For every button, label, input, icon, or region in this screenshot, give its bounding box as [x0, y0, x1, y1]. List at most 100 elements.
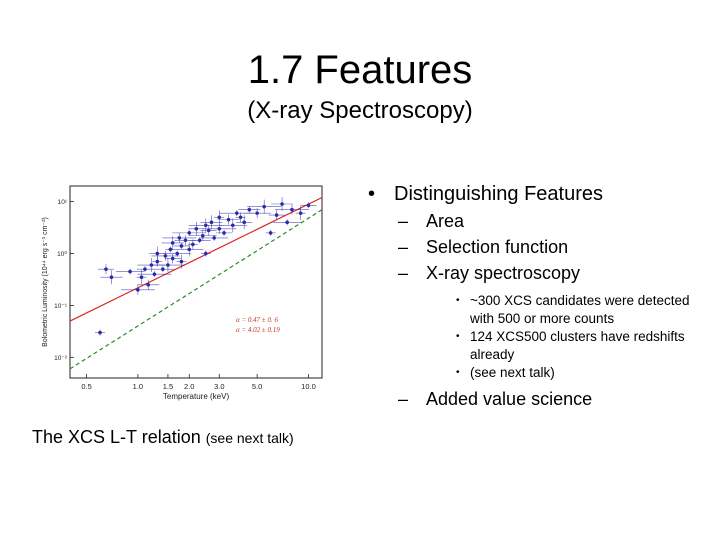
y-tick-label: 10⁻²: [54, 355, 68, 362]
data-point: [109, 275, 114, 279]
data-point: [247, 207, 252, 212]
data-point: [230, 223, 235, 228]
dash-glyph: –: [398, 263, 409, 283]
data-point: [146, 282, 151, 287]
data-point: [242, 220, 247, 225]
data-point: [128, 269, 132, 274]
bullet-main: • Distinguishing Features: [368, 180, 713, 208]
data-point: [217, 215, 222, 220]
data-point: [179, 244, 184, 248]
caption-note: (see next talk): [205, 430, 294, 446]
data-point: [161, 267, 165, 271]
sub-bullet-list: • ~300 XCS candidates were detected with…: [456, 292, 713, 382]
data-point: [187, 231, 192, 235]
data-point: [203, 223, 208, 228]
data-point: [217, 226, 222, 231]
fit-annotation: α = 4.02 ± 0.19: [236, 326, 280, 334]
bullet-item-added-value: – Added value science: [398, 386, 713, 412]
data-point: [170, 241, 175, 245]
plot-caption: The XCS L-T relation (see next talk): [32, 426, 294, 449]
x-tick-label: 1.5: [163, 382, 173, 391]
data-point: [238, 215, 243, 220]
fit-line-dashed: [69, 209, 323, 370]
bullet-glyph: •: [456, 331, 460, 342]
data-point: [168, 247, 173, 252]
bullet-glyph: •: [456, 295, 460, 306]
data-point: [104, 267, 108, 271]
bullet-glyph: •: [456, 367, 460, 378]
data-point: [175, 251, 180, 256]
data-point: [262, 204, 266, 209]
data-point: [155, 259, 160, 264]
data-point: [163, 254, 168, 258]
data-point: [203, 251, 208, 256]
data-point: [274, 213, 279, 217]
sub-bullet: • (see next talk): [456, 364, 713, 382]
data-point: [136, 288, 140, 292]
y-axis-label: Bolometric Luminosity (10⁴⁴ erg s⁻¹ cm⁻²…: [42, 217, 49, 347]
x-tick-label: 10.0: [301, 382, 316, 391]
y-tick-label: 10⁰: [57, 250, 67, 258]
bullet-item-text: Area: [426, 211, 465, 231]
fit-line-solid: [69, 196, 323, 322]
data-point: [235, 211, 239, 215]
data-point: [285, 220, 289, 225]
chart-svg: 0.5 1.0 1.5 2.0 3.0 5.0 10.0 10⁻² 10⁻¹ 10⁰ 10¹ Temp…: [42, 185, 323, 401]
data-point: [290, 207, 294, 212]
data-point: [212, 236, 216, 240]
data-point: [255, 211, 259, 215]
data-point: [155, 251, 160, 256]
bullet-item-text: X-ray spectroscopy: [426, 263, 581, 283]
data-point: [170, 256, 175, 261]
caption-main: The XCS L-T relation: [32, 427, 201, 447]
dash-glyph: –: [398, 211, 409, 231]
x-tick-label: 0.5: [81, 382, 91, 391]
data-point: [98, 330, 102, 335]
lt-relation-plot: 0.5 1.0 1.5 2.0 3.0 5.0 10.0 10⁻² 10⁻¹ 10⁰ 10¹ Temp…: [38, 182, 328, 412]
bullet-item-spectroscopy: – X-ray spectroscopy: [398, 260, 713, 286]
bullet-item-text: Selection function: [426, 237, 569, 257]
x-tick-label: 3.0: [214, 382, 224, 391]
sub-bullet-text: ~300 XCS candidates were detected with 5…: [470, 293, 690, 326]
sub-bullet-text: 124 XCS500 clusters have redshifts alrea…: [470, 329, 685, 362]
data-point: [268, 231, 273, 235]
data-point: [179, 259, 184, 264]
data-point: [183, 238, 188, 243]
data-point: [280, 202, 284, 206]
data-point: [200, 233, 205, 238]
data-point: [209, 220, 214, 225]
data-point: [298, 211, 303, 215]
bullet-item-text: Added value science: [426, 389, 593, 409]
sub-bullet: • 124 XCS500 clusters have redshifts alr…: [456, 328, 713, 364]
bullet-glyph: •: [368, 183, 376, 205]
data-point: [143, 267, 147, 271]
dash-glyph: –: [398, 237, 409, 257]
data-point: [152, 272, 157, 276]
bullet-item-area: – Area: [398, 208, 713, 234]
sub-bullet: • ~300 XCS candidates were detected with…: [456, 292, 713, 328]
data-point: [197, 238, 202, 243]
data-point: [222, 231, 226, 235]
y-tick-label: 10¹: [58, 199, 68, 206]
slide-title: 1.7 Features: [247, 48, 473, 92]
fit-annotation: α = 0.47 ± 0. 6: [236, 316, 278, 324]
data-point: [226, 217, 231, 222]
data-point: [206, 228, 211, 233]
bullet-item-selection: – Selection function: [398, 234, 713, 260]
x-tick-label: 2.0: [184, 382, 194, 391]
data-point: [177, 236, 182, 240]
x-tick-label: 5.0: [252, 382, 262, 391]
slide-subtitle: (X-ray Spectroscopy): [247, 97, 473, 124]
bullet-main-text: Distinguishing Features: [394, 183, 603, 205]
data-point: [166, 263, 170, 267]
data-point: [191, 242, 195, 247]
data-point: [187, 247, 192, 252]
plot-frame: [69, 185, 323, 379]
data-point: [306, 203, 311, 208]
dash-glyph: –: [398, 389, 409, 409]
x-tick-label: 1.0: [133, 382, 143, 391]
y-tick-label: 10⁻¹: [54, 303, 68, 310]
x-axis-label: Temperature (keV): [163, 392, 230, 401]
data-point: [139, 275, 144, 279]
sub-bullet-text: (see next talk): [470, 365, 555, 380]
